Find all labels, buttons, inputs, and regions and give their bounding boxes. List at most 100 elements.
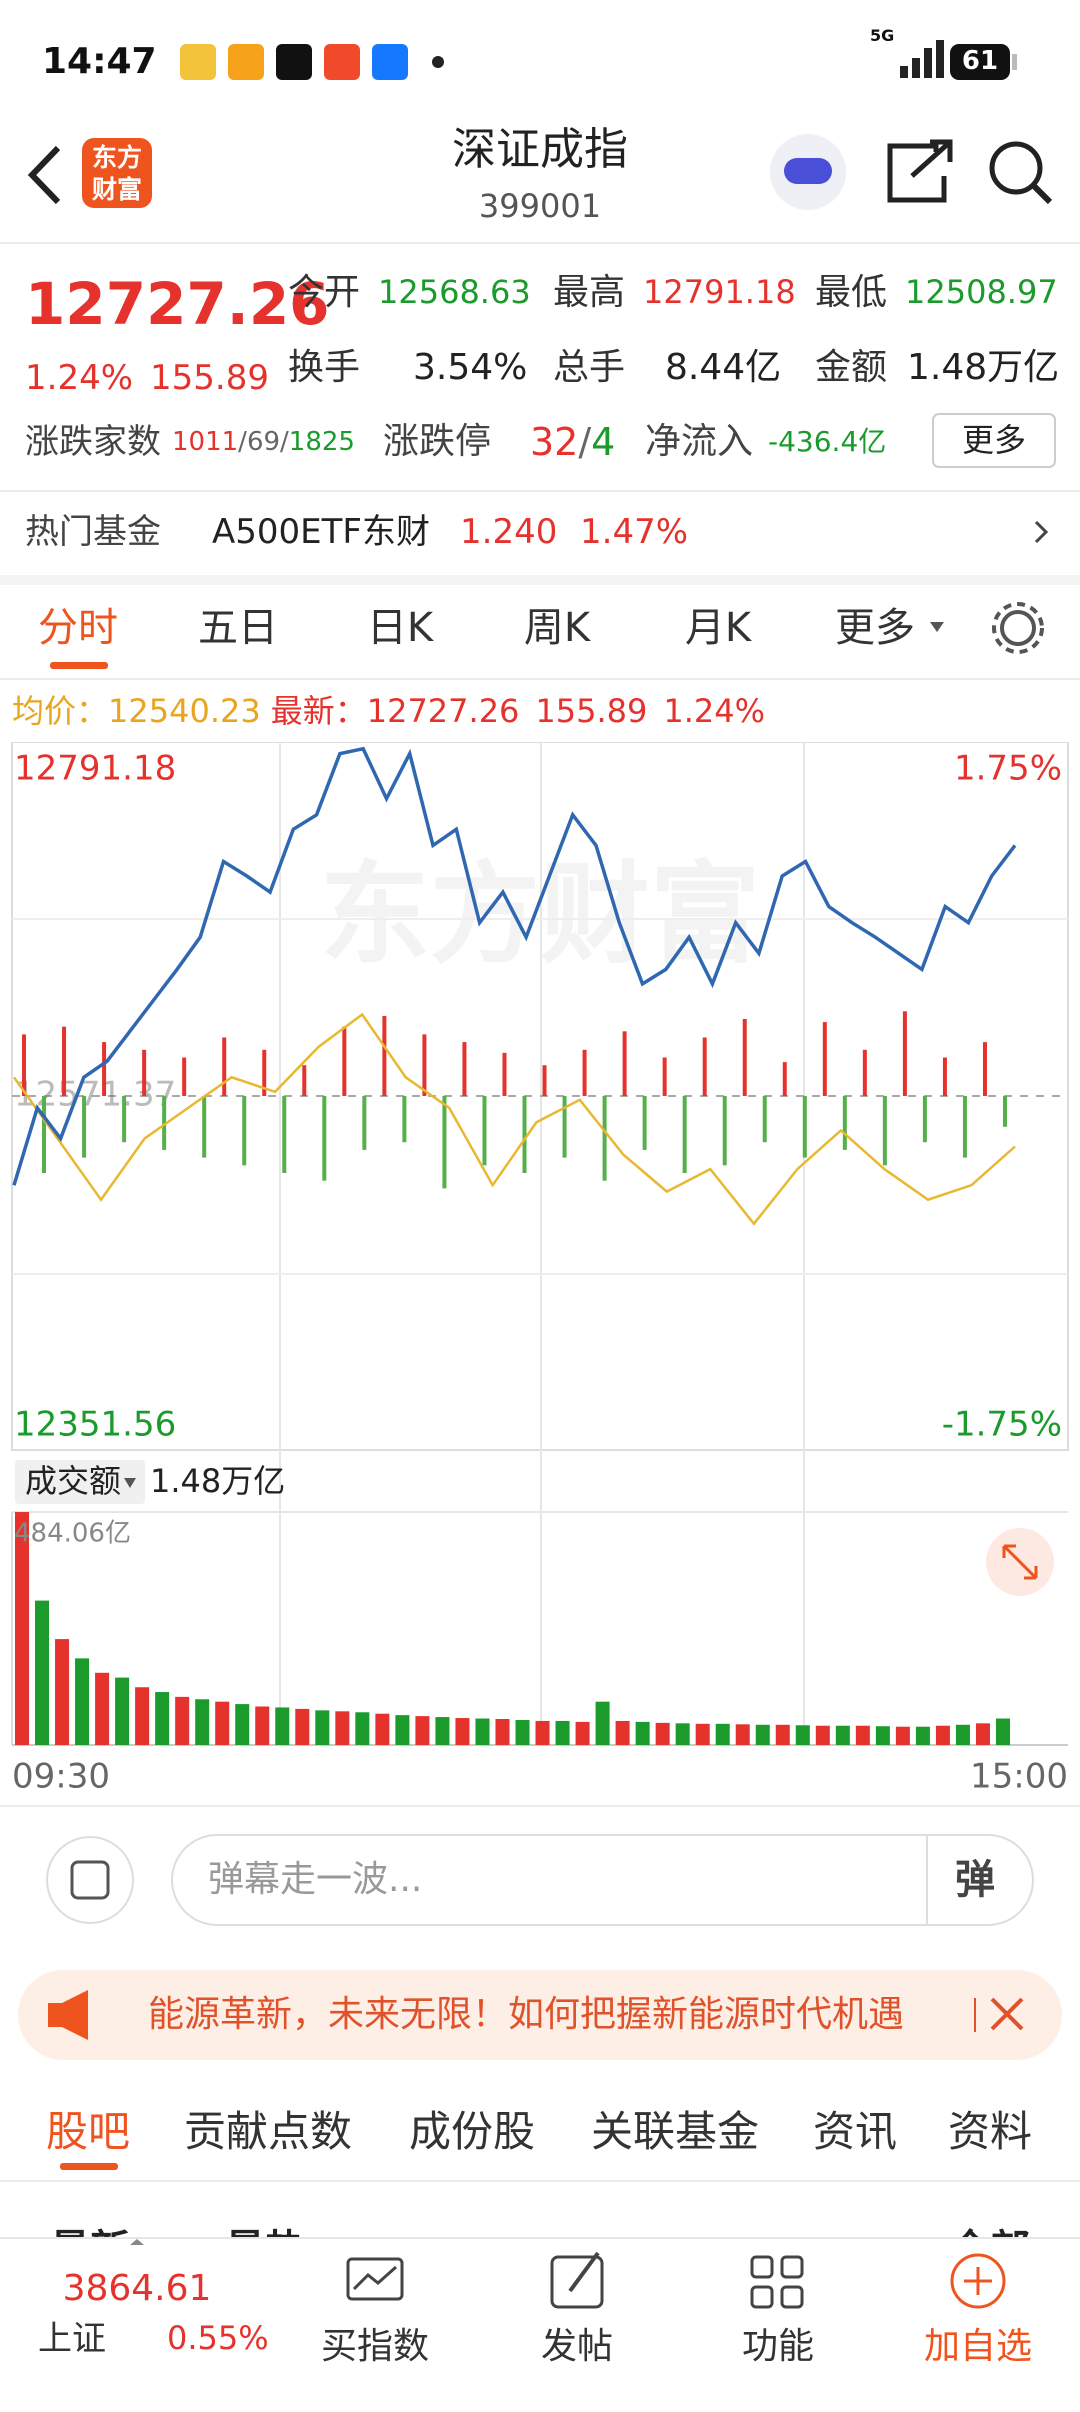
danmaku-icon [70, 1860, 110, 1900]
index-price: 3864.61 [62, 2267, 212, 2309]
limit-label: 涨跌停 [383, 420, 492, 462]
clock: 14:47 [42, 40, 157, 82]
breadth-label: 涨跌家数 [25, 421, 161, 462]
chart-tab: 月K [684, 605, 752, 651]
change-pct: 1.24% [25, 357, 134, 398]
buy-icon-line [352, 2265, 397, 2291]
stat-value: 1.48万亿 [907, 346, 1060, 388]
time-label: 09:30 [12, 1757, 110, 1797]
battery-level: 61 [961, 46, 999, 77]
volume-bar [735, 1724, 750, 1745]
more-button[interactable] [932, 413, 1056, 468]
text: 最新： [270, 692, 367, 730]
network: 5G [870, 25, 895, 45]
volume-bar [955, 1724, 970, 1745]
section-tab: 资讯 [812, 2106, 898, 2156]
volume-bar [295, 1708, 310, 1745]
section-tab: 资料 [947, 2106, 1033, 2156]
text: 1825 [288, 427, 355, 457]
volume-bar [55, 1639, 70, 1745]
volume-bar [515, 1719, 530, 1745]
flow-bar [702, 1037, 707, 1096]
nav-icons [130, 2239, 1006, 2309]
stat-value: 12791.18 [643, 273, 796, 312]
section-tab: 贡献点数 [183, 2106, 353, 2156]
stat-label: 换手 [288, 346, 361, 388]
net-flow: -436.4亿 [768, 424, 887, 458]
index-code: 399001 [478, 187, 602, 226]
settings-icon[interactable] [1000, 610, 1036, 646]
divider [0, 575, 1080, 585]
flow-bar [362, 1096, 367, 1150]
time-label: 15:00 [970, 1757, 1068, 1797]
function-icon[interactable] [750, 2255, 804, 2309]
flow-bar [442, 1096, 447, 1189]
text: 1011 [172, 427, 239, 457]
text: 均价： [12, 692, 109, 730]
buy-icon[interactable] [346, 2257, 404, 2301]
volume-bar [75, 1658, 90, 1745]
megaphone-icon [48, 1990, 88, 2040]
close-icon[interactable] [990, 1997, 1024, 2031]
volume-bar [35, 1600, 50, 1745]
flow-bar [322, 1096, 327, 1181]
flow-bar [862, 1049, 867, 1096]
share-icon[interactable] [887, 139, 953, 203]
battery [950, 44, 1010, 80]
volume-bar [415, 1716, 430, 1745]
text: 4 [591, 420, 616, 464]
flow-bar [782, 1062, 787, 1096]
y2-tick-label: 1.75% [954, 749, 1062, 789]
flow-bar [162, 1096, 167, 1150]
chart-tab: 周K [523, 605, 591, 651]
flow-bar [142, 1049, 147, 1096]
text: 12727.26 [366, 692, 520, 730]
flow-bar [462, 1042, 467, 1096]
search-icon[interactable] [989, 141, 1043, 195]
banner-text: 能源革新，未来无限！如何把握新能源时代机遇 [148, 1993, 905, 2035]
stat-label: 总手 [553, 346, 626, 388]
banner[interactable] [18, 1970, 1062, 2060]
limit: 32/4 [530, 416, 615, 476]
app-icon [228, 44, 264, 80]
volume-bar [995, 1718, 1010, 1745]
stat-value: 12568.63 [378, 273, 531, 312]
volume-bar [575, 1721, 590, 1745]
breadth: 1011/69/1825 [172, 416, 355, 471]
dropdown-arrow [930, 622, 944, 632]
post-icon[interactable] [550, 2255, 604, 2309]
signal [900, 40, 944, 78]
search-handle [1031, 183, 1053, 205]
flow-bar [1002, 1096, 1007, 1127]
text: 69 [246, 427, 281, 457]
flow-bar [542, 1065, 547, 1096]
y-tick-label: 12791.18 [14, 749, 176, 789]
nav-item: 加自选 [923, 2325, 1033, 2367]
flow-bar [282, 1096, 287, 1173]
net-flow-label: 净流入 [645, 420, 754, 462]
nav-item: 发帖 [540, 2325, 614, 2367]
add-icon[interactable] [950, 2253, 1006, 2309]
volume-bar [495, 1719, 510, 1745]
danmaku-button: 弹 [955, 1857, 995, 1903]
chevron[interactable] [1034, 520, 1049, 544]
index-name: 上证 [38, 2318, 106, 2359]
text: / [238, 427, 247, 457]
price-line [12, 746, 1017, 1186]
nav-item: 功能 [741, 2325, 815, 2367]
volume-select[interactable] [15, 1460, 145, 1504]
flow-bar [202, 1096, 207, 1158]
flow-bar [562, 1096, 567, 1158]
flow-bar [602, 1096, 607, 1181]
back-icon[interactable] [27, 145, 61, 205]
logo-text: 东方 [91, 142, 143, 172]
divider [0, 490, 1080, 492]
danmaku-input[interactable] [171, 1834, 1034, 1926]
danmaku-settings[interactable] [46, 1836, 134, 1924]
danmaku-placeholder: 弹幕走一波... [208, 1858, 423, 1900]
logo [82, 138, 152, 208]
logo-text: 财富 [91, 174, 143, 204]
dot [432, 56, 444, 68]
volume-bar [155, 1692, 170, 1745]
flow-bar [582, 1049, 587, 1096]
